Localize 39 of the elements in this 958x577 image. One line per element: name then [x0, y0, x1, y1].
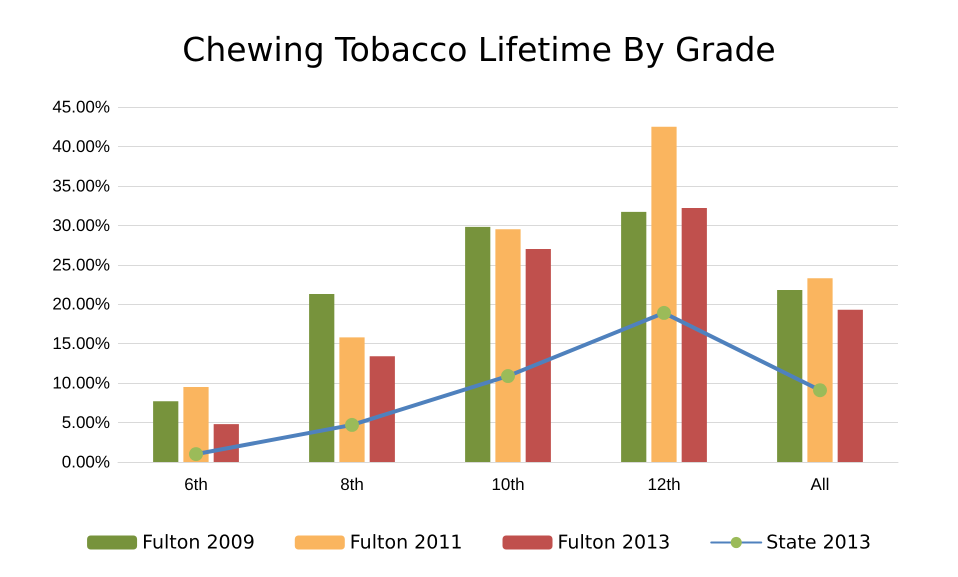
point [345, 418, 359, 432]
x-tick-label: 10th [491, 475, 525, 494]
bar [838, 310, 863, 462]
x-tick-label: 12th [647, 475, 681, 494]
bar [526, 249, 551, 462]
y-tick-label: 25.00% [52, 255, 110, 274]
y-tick-label: 15.00% [52, 334, 110, 354]
y-tick-label: 45.00% [52, 98, 110, 116]
point [501, 369, 515, 384]
y-tick-label: 5.00% [62, 413, 110, 432]
legend-label: Fulton 2011 [350, 532, 463, 554]
bar [621, 212, 646, 462]
y-tick-label: 20.00% [52, 294, 110, 314]
chart-title: Chewing Tobacco Lifetime By Grade [182, 30, 776, 69]
bar [495, 229, 521, 462]
bar [183, 387, 209, 462]
bar [682, 208, 707, 462]
point [813, 383, 827, 398]
point [657, 306, 671, 320]
bar [309, 294, 334, 462]
point [189, 447, 203, 462]
bar [339, 337, 365, 462]
y-tick-label: 10.00% [52, 374, 110, 393]
bar [370, 356, 395, 462]
y-tick-label: 0.00% [62, 452, 110, 472]
bar [465, 226, 490, 462]
bar [777, 290, 802, 462]
legend-label: Fulton 2013 [558, 532, 670, 554]
bar [807, 278, 833, 462]
y-tick-label: 30.00% [52, 216, 110, 235]
legend-label: State 2013 [766, 532, 871, 554]
x-tick-label: 6th [184, 475, 208, 494]
bar [153, 401, 178, 462]
x-tick-label: 8th [340, 475, 364, 494]
y-tick-label: 35.00% [52, 176, 110, 196]
y-tick-label: 40.00% [52, 136, 110, 156]
x-tick-label: All [810, 475, 830, 494]
legend-label: Fulton 2009 [142, 532, 255, 554]
bar [651, 126, 677, 462]
